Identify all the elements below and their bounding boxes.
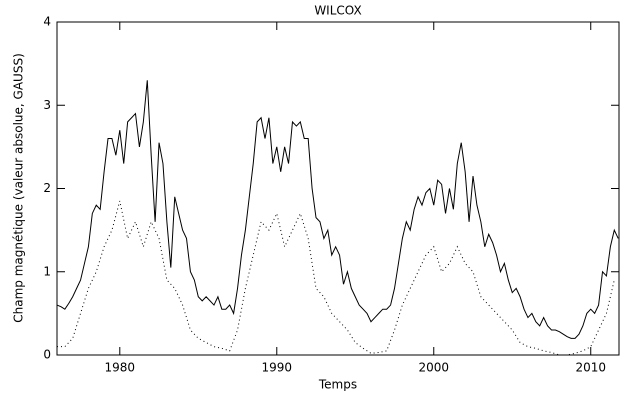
x-tick-label: 2010 [575,361,606,375]
series-line [56,80,619,339]
series-line [57,200,615,356]
x-tick-label: 2000 [418,361,449,375]
plot-frame [56,21,620,356]
y-tick-label: 0 [43,348,51,362]
y-tick-label: 2 [43,181,51,195]
y-tick-label: 3 [43,98,51,112]
chart-title: WILCOX [314,4,361,18]
x-tick-label: 1980 [105,361,136,375]
x-tick-label: 1990 [262,361,293,375]
y-tick-label: 1 [43,264,51,278]
y-tick-label: 4 [43,15,51,29]
x-axis-label: Temps [318,378,357,392]
y-axis-label: Champ magnétique (valeur absolue, GAUSS) [12,53,26,323]
